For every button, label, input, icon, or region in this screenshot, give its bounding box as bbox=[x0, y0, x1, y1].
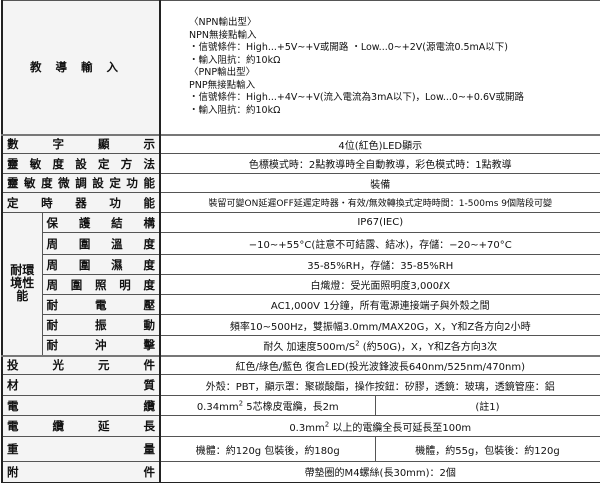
row-cable: 電纜 0.34mm2 5芯橡皮電纜，長2m (註1) bbox=[1, 395, 600, 416]
value-material: 外殼：PBT，顯示罩：聚碳酸酯，操作按鈕：矽膠，透鏡：玻璃，透鏡管座：鋁 bbox=[159, 374, 600, 396]
label-text: 重量 bbox=[7, 442, 155, 456]
label-text: 電纜延長 bbox=[7, 419, 155, 433]
value-sensitivity-fine: 裝備 bbox=[159, 173, 600, 193]
label-text: 電纜 bbox=[7, 398, 155, 413]
value-cable-extension: 0.3mm2 以上的電纜全長可延長至100m bbox=[159, 415, 600, 437]
label-text: 附件 bbox=[7, 464, 155, 479]
teach-line: ・輸入阻抗：約10kΩ bbox=[189, 104, 281, 116]
teach-input-details: 〈NPN輸出型〉 NPN無接點輸入 ・信號條件：High...+5V~+V或開路… bbox=[159, 0, 600, 135]
row-env: 周圍溫度 −10~+55°C(註意不可結露、結冰)，存儲：−20~+70°C bbox=[2, 232, 600, 255]
label-env-item: 周圍濕度 bbox=[41, 254, 161, 275]
label-env-item: 保護結構 bbox=[41, 212, 161, 233]
row-env: 耐電壓 AC1,000V 1分鐘，所有電源連接端子與外殼之間 bbox=[2, 294, 600, 315]
teach-line: ・信號條件：High...+5V~+V或開路 ・Low...0~+2V(源電流0… bbox=[189, 42, 509, 54]
label-timer: 定時器功能 bbox=[1, 192, 161, 213]
row-emitter: 投光元件 紅色/綠色/藍色 復合LED(投光波鋒波長640nm/525nm/47… bbox=[1, 354, 600, 375]
label-text: 數字顯示 bbox=[7, 137, 155, 152]
value-cable-b: (註1) bbox=[374, 395, 600, 416]
label-teach-input: 教導輸入 bbox=[1, 0, 161, 135]
value-cable-a: 0.34mm2 5芯橡皮電纜，長2m bbox=[159, 395, 376, 416]
label-text: 耐振動 bbox=[46, 318, 156, 332]
row-display: 數字顯示 4位(紅色)LED顯示 bbox=[1, 133, 600, 154]
label-env-item: 耐沖擊 bbox=[41, 335, 161, 356]
value-env-item: 35-85%RH，存儲：35-85%RH bbox=[159, 254, 600, 275]
value-env-item: 白熾燈：受光面照明度3,000ℓX bbox=[159, 274, 600, 295]
row-timer: 定時器功能 裝留可變ON延遲OFF延遲定時器・有效/無效轉換式定時時間：1-50… bbox=[1, 192, 600, 213]
row-env: 耐振動 頻率10~500Hz，雙振幅3.0mm/MAX20G，X，Y和Z各方向2… bbox=[2, 314, 600, 336]
row-teach-input: 教導輸入 〈NPN輸出型〉 NPN無接點輸入 ・信號條件：High...+5V~… bbox=[1, 0, 600, 135]
label-cable-extension: 電纜延長 bbox=[1, 415, 161, 437]
value-env-item: 耐久 加速度500m/S2 (約50G)，X，Y和Z各方向3次 bbox=[159, 335, 600, 356]
label-environment: 耐環境性能 bbox=[1, 212, 43, 356]
row-env: 耐環境性能 保護結構 IP67(IEC) bbox=[1, 212, 600, 356]
label-sensitivity-method: 靈敏度設定方法 bbox=[1, 153, 161, 174]
row-sensitivity-method: 靈敏度設定方法 色標模式時：2點教導時全自動教導，彩色模式時：1點教導 bbox=[1, 153, 600, 174]
row-cable-extension: 電纜延長 0.3mm2 以上的電纜全長可延長至100m bbox=[1, 415, 600, 437]
label-text: 投光元件 bbox=[7, 358, 155, 373]
value-timer: 裝留可變ON延遲OFF延遲定時器・有效/無效轉換式定時時間：1-500ms 9個… bbox=[159, 192, 600, 213]
row-env: 周圍濕度 35-85%RH，存儲：35-85%RH bbox=[2, 254, 600, 275]
label-weight: 重量 bbox=[1, 436, 161, 462]
label-material: 材質 bbox=[1, 374, 161, 396]
label-accessory: 附件 bbox=[1, 461, 161, 483]
label-text: 耐電壓 bbox=[46, 297, 156, 312]
value-env-item: AC1,000V 1分鐘，所有電源連接端子與外殼之間 bbox=[159, 294, 600, 315]
label-emitter: 投光元件 bbox=[1, 354, 161, 375]
label-text: 周圍溫度 bbox=[46, 236, 156, 251]
label-env-item: 耐振動 bbox=[41, 314, 161, 336]
value-env-item: 頻率10~500Hz，雙振幅3.0mm/MAX20G，X，Y和Z各方向2小時 bbox=[159, 314, 600, 336]
teach-line: NPN無接點輸入 bbox=[189, 29, 257, 41]
label-text: 靈敏度設定方法 bbox=[7, 156, 155, 171]
label-env-item: 耐電壓 bbox=[41, 294, 161, 315]
label-text: 周圍照明度 bbox=[46, 277, 156, 292]
label-text: 靈敏度微調設定功能 bbox=[7, 176, 155, 190]
value-env-item: IP67(IEC) bbox=[159, 212, 600, 233]
value-emitter: 紅色/綠色/藍色 復合LED(投光波鋒波長640nm/525nm/470nm) bbox=[159, 354, 600, 375]
teach-line: ・輸入阻抗：約10kΩ bbox=[189, 54, 281, 66]
label-display: 數字顯示 bbox=[1, 133, 161, 154]
value-sensitivity-method: 色標模式時：2點教導時全自動教導，彩色模式時：1點教導 bbox=[159, 153, 600, 174]
label-env-item: 周圍溫度 bbox=[41, 232, 161, 255]
value-env-item: −10~+55°C(註意不可結露、結冰)，存儲：−20~+70°C bbox=[159, 232, 600, 255]
teach-line: ・信號條件：High...+4V~+V(流入電流為3mA以下)，Low...0~… bbox=[189, 92, 524, 104]
teach-line: PNP無接點輸入 bbox=[189, 79, 256, 91]
value-weight-b: 機體，約55g，包裝後：約120g bbox=[374, 436, 600, 462]
row-material: 材質 外殼：PBT，顯示罩：聚碳酸酯，操作按鈕：矽膠，透鏡：玻璃，透鏡管座：鋁 bbox=[1, 374, 600, 396]
label-text: 周圍濕度 bbox=[46, 257, 156, 272]
row-weight: 重量 機體：約120g 包裝後，約180g 機體，約55g，包裝後：約120g bbox=[1, 436, 600, 462]
value-display: 4位(紅色)LED顯示 bbox=[159, 133, 600, 154]
row-env: 周圍照明度 白熾燈：受光面照明度3,000ℓX bbox=[2, 274, 600, 295]
teach-line: 〈NPN輸出型〉 bbox=[189, 17, 257, 29]
value-weight-a: 機體：約120g 包裝後，約180g bbox=[159, 436, 376, 462]
teach-line: 〈PNP輸出型〉 bbox=[189, 67, 256, 79]
label-text: 保護結構 bbox=[46, 215, 156, 230]
label-text: 材質 bbox=[7, 378, 155, 392]
label-text: 耐沖擊 bbox=[46, 338, 156, 353]
value-accessory: 帶墊圈的M4螺絲(長30mm)：2個 bbox=[159, 461, 600, 483]
row-accessory: 附件 帶墊圈的M4螺絲(長30mm)：2個 bbox=[1, 461, 600, 483]
label-cable: 電纜 bbox=[1, 395, 161, 416]
row-sensitivity-fine: 靈敏度微調設定功能 裝備 bbox=[1, 173, 600, 193]
label-sensitivity-fine: 靈敏度微調設定功能 bbox=[1, 173, 161, 193]
row-env: 耐沖擊 耐久 加速度500m/S2 (約50G)，X，Y和Z各方向3次 bbox=[2, 335, 600, 356]
label-text: 定時器功能 bbox=[7, 195, 155, 210]
label-env-item: 周圍照明度 bbox=[41, 274, 161, 295]
